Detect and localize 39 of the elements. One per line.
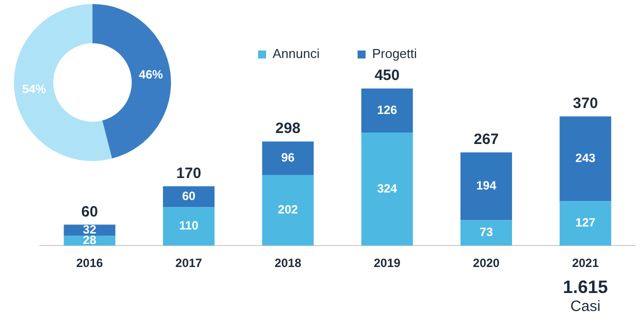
text: 1.615 (562, 277, 609, 297)
data-label: 243 (575, 151, 596, 166)
bar (262, 142, 314, 176)
data-label: 73 (480, 225, 494, 240)
data-label: 194 (476, 178, 497, 193)
data-label: 202 (278, 202, 298, 217)
bar (560, 201, 612, 246)
data-label: 96 (281, 150, 295, 165)
x-tick-label: 2020 (472, 256, 500, 270)
legend-label: Progetti (372, 46, 417, 62)
bar (460, 220, 512, 246)
bar (460, 152, 512, 220)
x-tick-label: 2017 (175, 256, 202, 270)
bar (162, 207, 215, 246)
data-label: 46% (138, 67, 164, 82)
legend-label: Annunci (272, 46, 320, 62)
x-tick-label: 2018 (274, 256, 302, 270)
bar (361, 132, 413, 246)
x-tick-label: 2019 (374, 256, 401, 270)
total-label: 370 (572, 95, 598, 112)
data-label: 324 (377, 181, 398, 196)
x-tick-label: 2021 (572, 256, 600, 270)
total-label: 60 (81, 203, 98, 220)
total-label: 450 (374, 67, 400, 84)
data-label: 110 (179, 218, 199, 233)
bar (262, 175, 314, 246)
text: Casi (569, 297, 602, 316)
bar (162, 186, 215, 208)
data-label: 127 (575, 216, 596, 230)
bar (560, 116, 612, 202)
total-label: 267 (474, 131, 499, 148)
total-label: 298 (275, 120, 300, 138)
data-label: 54% (22, 82, 46, 96)
bar (361, 88, 413, 132)
x-tick-label: 2016 (76, 256, 104, 270)
data-label: 126 (377, 102, 398, 117)
data-label: 60 (182, 189, 196, 204)
total-label: 170 (176, 164, 202, 182)
bar (64, 224, 116, 236)
